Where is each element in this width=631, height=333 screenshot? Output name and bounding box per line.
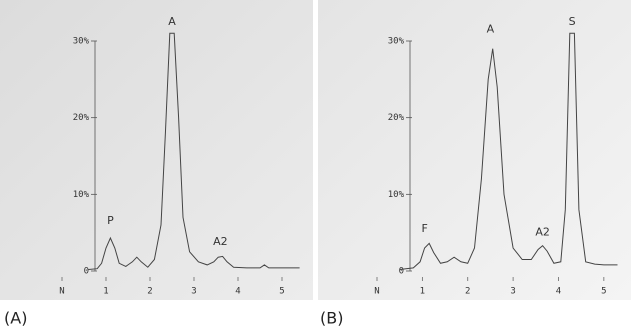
peak-label: A [168, 15, 176, 28]
x-tick-label: 1 [420, 287, 425, 297]
y-tick-label: 10% [73, 190, 90, 200]
panel-background [0, 0, 313, 300]
peak-label: A2 [535, 226, 550, 239]
x-tick-label: N [59, 287, 64, 297]
x-tick-label: N [374, 287, 379, 297]
x-tick-label: 2 [465, 287, 470, 297]
panel-label: (B) [320, 309, 343, 328]
x-tick-label: 5 [601, 287, 606, 297]
x-tick-label: 3 [191, 287, 196, 297]
x-tick-label: 4 [235, 287, 240, 297]
peak-label: P [107, 214, 114, 227]
y-tick-label: 0 [399, 267, 404, 277]
y-tick-label: 20% [388, 113, 405, 123]
peak-label: A2 [213, 235, 228, 248]
peak-label: F [421, 222, 427, 235]
x-tick-label: 5 [279, 287, 284, 297]
panel-label: (A) [4, 309, 27, 328]
peak-label: A [487, 23, 495, 36]
figure: 0 10% 20% 30% N 1 2 3 4 5 P A A2 (A) 0 10% 20% 30% N 1 2 3 4 5 F… [0, 0, 631, 333]
x-tick-label: 3 [510, 287, 515, 297]
x-tick-label: 2 [147, 287, 152, 297]
y-tick-label: 30% [388, 37, 405, 47]
x-tick-label: 4 [556, 287, 561, 297]
y-tick-label: 10% [388, 190, 405, 200]
y-tick-label: 30% [73, 37, 90, 47]
panel-background [318, 0, 631, 300]
y-tick-label: 20% [73, 113, 90, 123]
peak-label: S [569, 15, 576, 28]
y-tick-label: 0 [84, 267, 89, 277]
x-tick-label: 1 [103, 287, 108, 297]
